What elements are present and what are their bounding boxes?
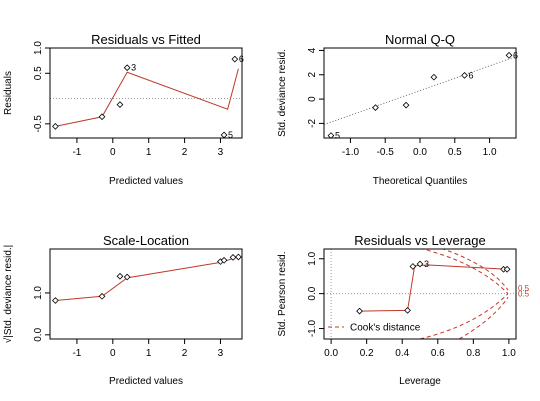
plot-frame: [49, 47, 243, 139]
data-point: [503, 265, 511, 273]
data-point: [461, 71, 468, 79]
data-point: [372, 104, 379, 111]
y-tick-label: 0.5: [33, 66, 44, 80]
cooks-distance-curve: [458, 296, 509, 339]
chart-title: Residuals vs Fitted: [91, 32, 201, 47]
point-label: 3: [424, 259, 429, 269]
x-tick-label: 0.6: [431, 348, 445, 359]
chart-title: Scale-Location: [103, 233, 189, 248]
y-tick-label: -2: [307, 119, 318, 128]
data-point: [235, 253, 242, 261]
point-label: 5: [335, 131, 340, 141]
y-axis-label: Std. Pearson resid.: [277, 251, 288, 336]
x-tick-label: 0.5: [448, 147, 462, 158]
point-label: 6: [469, 70, 474, 80]
y-tick-label: 2: [307, 72, 318, 78]
qq-reference-line: [324, 56, 516, 126]
data-point: [116, 272, 124, 280]
smoother-line: [359, 264, 508, 312]
data-point: [52, 123, 59, 130]
y-tick-label: 0.0: [307, 286, 318, 300]
y-tick-label: 1.0: [33, 41, 44, 55]
data-point: [409, 263, 417, 270]
x-tick-label: 1.0: [502, 348, 516, 359]
x-tick-label: 0: [110, 348, 116, 359]
x-tick-label: -1: [72, 348, 81, 359]
x-tick-label: 0: [110, 147, 116, 158]
smoother-line: [55, 68, 239, 127]
x-tick-label: 3: [218, 147, 224, 158]
data-point: [116, 101, 124, 108]
chart-title: Normal Q-Q: [385, 32, 455, 47]
data-point: [402, 101, 410, 109]
y-axis-label: √|Std. deviance resid.|: [2, 245, 14, 344]
y-tick-label: 4: [307, 47, 318, 53]
point-label: 6: [239, 54, 244, 64]
cooks-label: 0.5: [518, 289, 530, 298]
cooks-label: 0.5: [518, 284, 530, 293]
cooks-distance-curve: [420, 249, 509, 295]
data-point: [52, 297, 59, 304]
x-tick-label: 1.0: [483, 147, 497, 158]
data-point: [98, 292, 106, 300]
data-point: [505, 51, 513, 59]
data-point: [123, 64, 131, 72]
y-tick-label: -1.0: [307, 319, 318, 337]
y-axis-label: Std. deviance resid.: [277, 49, 288, 137]
smoother-line: [55, 256, 239, 301]
x-tick-label: 2: [182, 147, 188, 158]
x-axis-label: Leverage: [399, 376, 441, 387]
legend-label: Cook's distance: [350, 323, 421, 334]
x-tick-label: -1.0: [342, 147, 360, 158]
x-tick-label: -1: [72, 147, 81, 158]
x-tick-label: 0.2: [360, 348, 374, 359]
chart-title: Residuals vs Leverage: [354, 233, 486, 248]
x-tick-label: 1: [146, 147, 152, 158]
data-point: [356, 307, 363, 315]
x-tick-label: 1: [146, 348, 152, 359]
point-label: 5: [228, 130, 233, 140]
x-axis-label: Theoretical Quantiles: [373, 176, 468, 187]
plot-frame: [323, 47, 517, 139]
data-point: [229, 254, 237, 261]
x-tick-label: 0.0: [413, 147, 427, 158]
data-point: [404, 307, 411, 314]
data-point: [416, 260, 424, 268]
x-tick-label: 2: [182, 348, 188, 359]
plot-frame: [49, 248, 243, 340]
x-axis-label: Predicted values: [109, 176, 183, 187]
data-point: [220, 131, 228, 139]
x-tick-label: -0.5: [377, 147, 395, 158]
data-point: [430, 73, 438, 81]
x-tick-label: 3: [218, 348, 224, 359]
data-point: [98, 113, 106, 121]
x-tick-label: 0.4: [395, 348, 409, 359]
cooks-distance-curve: [419, 293, 509, 339]
point-label: 3: [131, 63, 136, 73]
y-tick-label: 0: [307, 96, 318, 102]
y-tick-label: 1.0: [307, 251, 318, 265]
y-tick-label: -0.5: [33, 115, 44, 133]
cooks-distance-contours: [419, 249, 509, 339]
x-tick-label: 0.8: [466, 348, 480, 359]
x-axis-label: Predicted values: [109, 376, 183, 387]
data-point: [231, 55, 239, 63]
y-tick-label: 0.0: [33, 327, 44, 341]
data-point: [220, 256, 228, 264]
data-point: [123, 273, 131, 281]
x-tick-label: 0.0: [324, 348, 338, 359]
y-tick-label: 1.0: [33, 286, 44, 300]
y-axis-label: Residuals: [3, 71, 14, 115]
